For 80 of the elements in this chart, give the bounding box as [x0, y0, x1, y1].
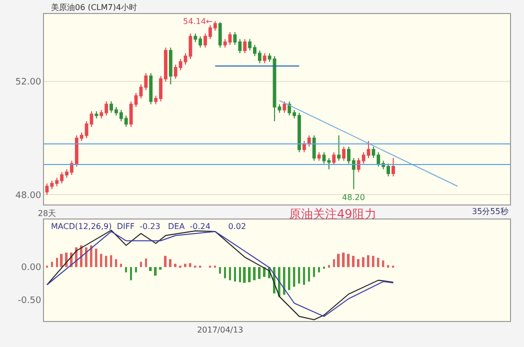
bar — [229, 267, 231, 280]
bar — [288, 267, 290, 290]
candlestick — [392, 157, 395, 177]
x-tick-label: 28天 — [38, 208, 56, 218]
bar — [243, 267, 246, 283]
candlestick — [337, 134, 341, 162]
annotation: 54.14← — [183, 17, 213, 26]
y-tick-label: -0.50 — [18, 296, 42, 306]
bar — [219, 267, 221, 274]
candlestick — [149, 72, 153, 105]
chart-title: MACD(12,26,9) DIFF -0.23 DEA -0.24 0.02 — [51, 222, 246, 231]
bar — [56, 258, 58, 268]
bar — [164, 256, 167, 268]
bar — [377, 258, 380, 268]
bar — [184, 264, 186, 268]
bar — [298, 267, 300, 284]
annotation: 原油关注49阻力 — [289, 207, 376, 221]
bar — [145, 258, 147, 268]
bar — [342, 252, 345, 268]
candlestick — [312, 134, 316, 162]
bar — [85, 247, 88, 268]
bar — [189, 263, 192, 268]
bar — [313, 267, 315, 277]
bar — [135, 267, 137, 272]
candlestick — [317, 152, 321, 162]
candlestick — [243, 38, 247, 54]
bar — [367, 255, 370, 268]
bar — [140, 262, 142, 268]
bar — [337, 254, 340, 268]
bar — [253, 267, 256, 280]
bar — [318, 267, 320, 272]
bar — [283, 267, 286, 295]
bar — [110, 255, 112, 268]
bar — [149, 267, 152, 271]
bar — [174, 264, 176, 268]
bar — [362, 257, 364, 268]
bar — [105, 256, 108, 268]
bar — [130, 267, 132, 280]
y-tick-label: 52.00 — [15, 78, 42, 88]
bar — [258, 267, 261, 279]
bar — [95, 248, 98, 268]
bar — [308, 267, 310, 282]
y-tick-label: 48.00 — [15, 190, 42, 201]
bar — [90, 245, 92, 268]
candlestick — [218, 22, 222, 48]
bar — [328, 265, 330, 268]
bar — [372, 256, 374, 268]
bar — [347, 254, 350, 268]
chart-title: 美原油06 (CLM7)4小时 — [51, 3, 138, 12]
candlestick — [342, 146, 346, 162]
bar — [333, 259, 335, 268]
candlestick — [168, 47, 172, 85]
bar — [303, 267, 306, 285]
bar — [169, 259, 172, 268]
candlestick — [278, 104, 282, 114]
bar — [382, 260, 384, 268]
bar — [357, 259, 360, 268]
candlestick — [332, 152, 336, 166]
bar — [293, 267, 296, 287]
candlestick — [262, 52, 266, 64]
bar — [159, 267, 162, 270]
bar — [100, 254, 102, 268]
text: 35分55秒 — [472, 207, 508, 216]
candlestick — [94, 110, 98, 119]
candlestick — [282, 100, 286, 114]
bar — [224, 267, 226, 278]
candlestick — [302, 140, 306, 153]
bar — [248, 267, 251, 282]
bar — [154, 267, 157, 276]
annotation: 48.20 — [342, 193, 365, 202]
x-tick-label: 2017/04/13 — [197, 326, 244, 335]
bar — [51, 262, 53, 268]
bar — [115, 259, 118, 268]
y-tick-label: 0.00 — [21, 263, 42, 274]
bar — [239, 267, 241, 282]
bar — [60, 254, 63, 268]
bar — [352, 256, 355, 268]
bar — [234, 267, 236, 282]
candlestick — [307, 134, 311, 148]
bar — [125, 267, 127, 272]
